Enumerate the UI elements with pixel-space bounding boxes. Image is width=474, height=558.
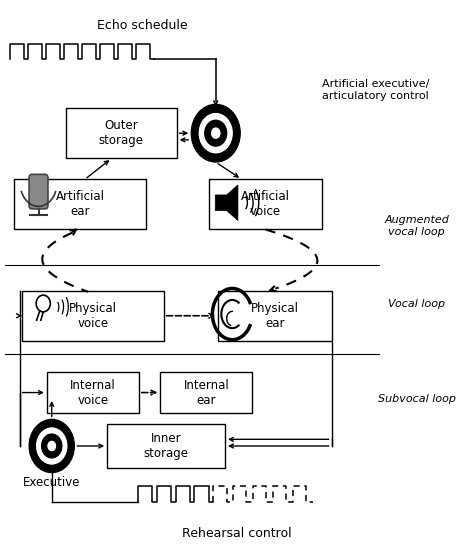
Text: Inner
storage: Inner storage [144,432,189,460]
Circle shape [47,440,57,452]
Text: Outer
storage: Outer storage [99,119,144,147]
Bar [14,179,146,229]
Text: Artificial
voice: Artificial voice [241,190,290,218]
FancyBboxPatch shape [29,174,48,209]
Bar [107,424,225,468]
Circle shape [36,427,68,465]
Text: Internal
voice: Internal voice [70,378,116,407]
Text: Physical
voice: Physical voice [69,302,117,330]
Text: Echo schedule: Echo schedule [97,19,188,32]
Text: Physical
ear: Physical ear [251,302,299,330]
Circle shape [198,112,233,154]
Text: Rehearsal control: Rehearsal control [182,527,292,541]
Circle shape [210,127,221,140]
Bar [22,291,164,341]
Bar [47,372,139,413]
Polygon shape [215,185,238,220]
Text: Artificial executive/
articulatory control: Artificial executive/ articulatory contr… [322,79,429,100]
Bar [209,179,322,229]
Text: Artificial
ear: Artificial ear [55,190,105,218]
Text: Subvocal loop: Subvocal loop [378,394,456,403]
Bar [66,108,177,158]
Bar [218,291,331,341]
Text: Executive: Executive [23,475,81,489]
Circle shape [42,434,62,458]
Text: Internal
ear: Internal ear [183,378,229,407]
Text: Vocal loop: Vocal loop [388,299,445,309]
Circle shape [205,120,227,146]
Circle shape [191,104,240,162]
Bar [160,372,252,413]
Text: Augmented
vocal loop: Augmented vocal loop [384,215,449,237]
Circle shape [29,419,74,473]
